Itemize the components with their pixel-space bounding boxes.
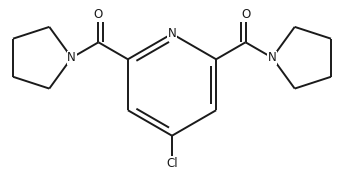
Text: O: O <box>94 8 103 21</box>
Text: N: N <box>67 51 76 64</box>
Text: N: N <box>268 51 277 64</box>
Text: Cl: Cl <box>166 157 178 170</box>
Text: O: O <box>241 8 250 21</box>
Text: N: N <box>168 27 176 40</box>
